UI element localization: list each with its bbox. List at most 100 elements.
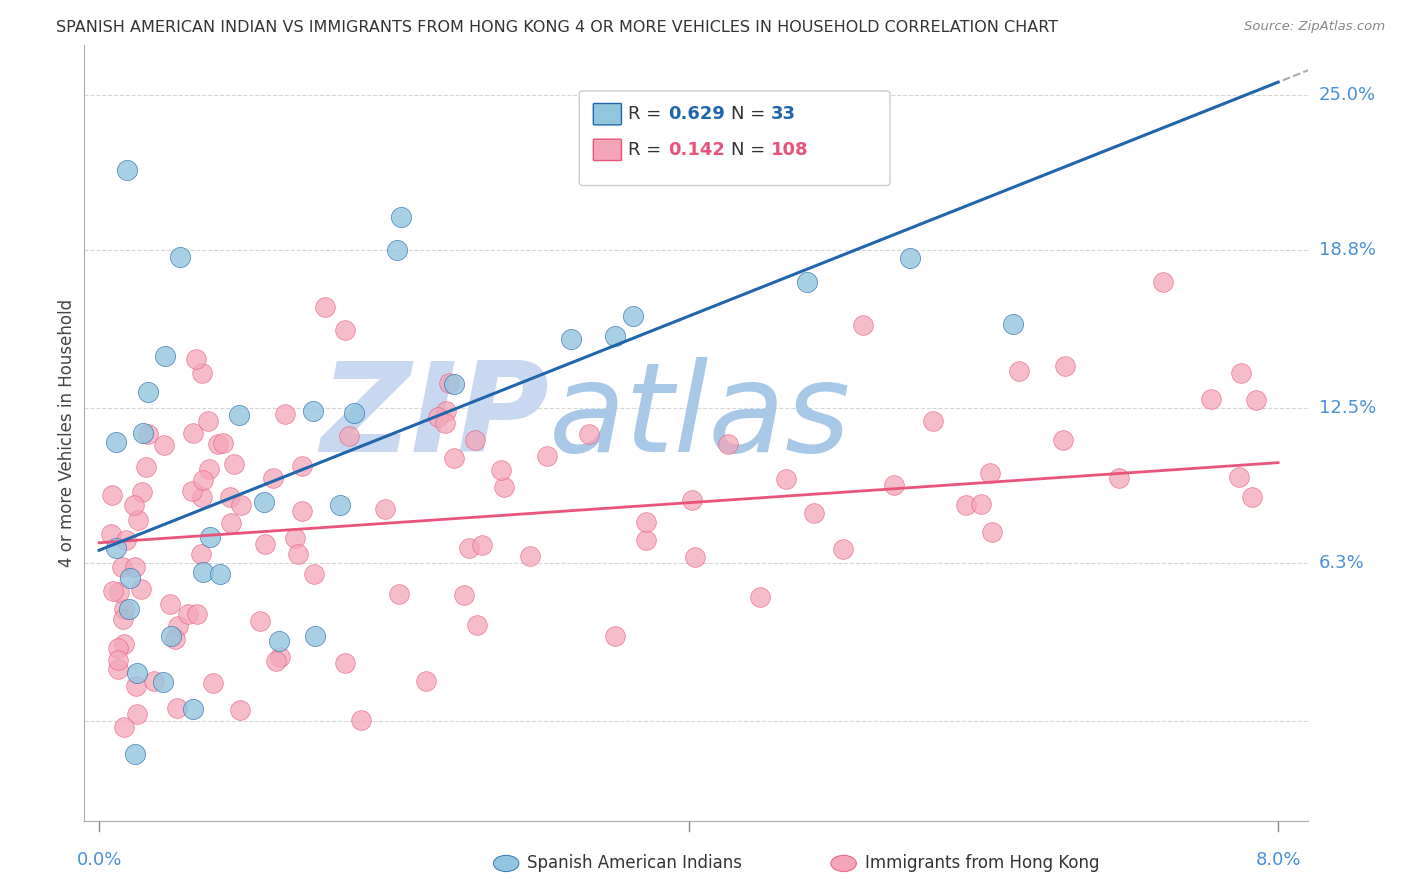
Point xyxy=(291,504,314,518)
Point xyxy=(443,376,465,391)
Point xyxy=(302,404,325,418)
Point xyxy=(748,590,770,604)
Point xyxy=(197,462,219,476)
Text: N =: N = xyxy=(731,141,770,159)
Point xyxy=(922,414,945,428)
Point xyxy=(1240,491,1263,505)
Point xyxy=(211,436,233,450)
Point xyxy=(207,437,229,451)
Text: Source: ZipAtlas.com: Source: ZipAtlas.com xyxy=(1244,20,1385,33)
Point xyxy=(191,565,214,579)
Text: 33: 33 xyxy=(770,105,796,123)
Point xyxy=(115,162,138,177)
Point xyxy=(803,506,825,520)
Point xyxy=(118,571,141,585)
Point xyxy=(304,629,326,643)
Point xyxy=(127,707,149,722)
Point xyxy=(623,309,645,323)
Point xyxy=(287,547,309,561)
Point xyxy=(208,567,231,582)
Y-axis label: 4 or more Vehicles in Household: 4 or more Vehicles in Household xyxy=(58,299,76,566)
Point xyxy=(471,538,494,552)
Point xyxy=(464,433,486,447)
Point xyxy=(112,720,135,734)
Point xyxy=(1008,364,1031,378)
Point xyxy=(114,533,136,547)
Point xyxy=(166,701,188,715)
Point xyxy=(284,531,307,545)
Point xyxy=(163,632,186,647)
Point xyxy=(389,210,412,224)
Point xyxy=(274,407,297,421)
Text: 8.0%: 8.0% xyxy=(1256,851,1301,869)
Point xyxy=(519,549,541,563)
Point xyxy=(200,531,222,545)
Text: 0.0%: 0.0% xyxy=(76,851,122,869)
Point xyxy=(112,601,135,615)
Point xyxy=(269,649,291,664)
Point xyxy=(955,498,977,512)
Point xyxy=(181,425,204,440)
Point xyxy=(1108,471,1130,485)
Point xyxy=(117,602,139,616)
Point xyxy=(125,680,148,694)
Point xyxy=(883,478,905,492)
Point xyxy=(253,495,276,509)
Point xyxy=(832,541,855,556)
Point xyxy=(160,629,183,643)
Point xyxy=(229,702,252,716)
Point xyxy=(329,498,352,512)
Point xyxy=(186,607,208,621)
Point xyxy=(333,656,356,670)
Point xyxy=(605,328,627,343)
Point xyxy=(197,414,219,428)
Point xyxy=(124,560,146,574)
Point xyxy=(138,426,160,441)
Point xyxy=(152,674,174,689)
Point xyxy=(219,516,242,530)
Point xyxy=(176,607,198,621)
Point xyxy=(267,634,290,648)
Point xyxy=(111,612,134,626)
Text: N =: N = xyxy=(731,105,770,123)
Point xyxy=(898,251,921,265)
Point xyxy=(131,485,153,500)
Point xyxy=(349,713,371,727)
Point xyxy=(536,449,558,463)
Point xyxy=(302,566,325,581)
Point xyxy=(152,438,174,452)
Point xyxy=(111,560,134,574)
Text: atlas: atlas xyxy=(550,357,851,477)
Point xyxy=(100,488,122,502)
Point xyxy=(228,408,250,422)
Point xyxy=(467,618,489,632)
Point xyxy=(443,451,465,466)
Point xyxy=(636,533,658,547)
Point xyxy=(979,466,1001,480)
Point xyxy=(717,436,740,450)
Point xyxy=(1052,433,1074,447)
Point xyxy=(314,301,336,315)
Point xyxy=(291,458,314,473)
Point xyxy=(186,352,208,367)
Point xyxy=(143,674,166,689)
Point xyxy=(681,493,703,508)
Point xyxy=(101,583,124,598)
Point xyxy=(262,470,284,484)
Text: ZIP: ZIP xyxy=(321,357,550,477)
Point xyxy=(796,275,818,289)
Point xyxy=(169,251,191,265)
Point xyxy=(219,490,242,504)
Text: 6.3%: 6.3% xyxy=(1319,554,1364,572)
Point xyxy=(153,349,176,363)
Point xyxy=(685,549,707,564)
Point xyxy=(560,332,582,346)
Point xyxy=(374,502,396,516)
Text: 12.5%: 12.5% xyxy=(1319,399,1376,417)
Point xyxy=(201,676,224,690)
Text: R =: R = xyxy=(628,141,668,159)
Point xyxy=(193,473,215,487)
Point xyxy=(266,654,288,668)
Point xyxy=(343,406,366,420)
Point xyxy=(1054,359,1077,373)
